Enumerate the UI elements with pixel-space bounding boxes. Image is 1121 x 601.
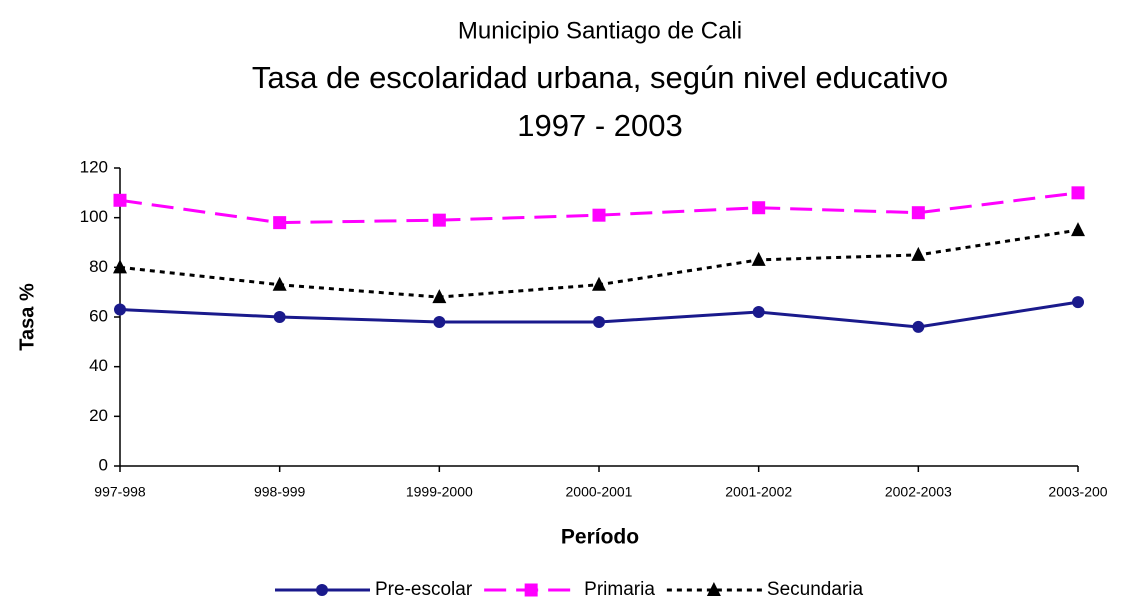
data-point	[752, 201, 766, 215]
data-point	[593, 315, 605, 328]
x-tick-label: 997-998	[94, 484, 146, 500]
data-point	[113, 193, 127, 207]
chart-title: Tasa de escolaridad urbana, según nivel …	[252, 60, 948, 95]
data-point	[272, 276, 287, 291]
legend-marker	[316, 584, 328, 596]
chart-period: 1997 - 2003	[517, 108, 682, 143]
x-tick-label: 998-999	[254, 484, 306, 500]
data-point	[114, 303, 126, 316]
legend-label: Secundaria	[767, 579, 864, 600]
data-point	[592, 208, 606, 222]
x-tick-label: 2002-2003	[885, 484, 952, 500]
legend-label: Pre-escolar	[375, 579, 473, 600]
legend-label: Primaria	[584, 579, 655, 600]
data-point	[433, 315, 446, 328]
y-tick-label: 100	[80, 207, 108, 226]
y-tick-label: 0	[99, 455, 108, 474]
data-point	[911, 246, 926, 261]
data-point	[1072, 296, 1084, 309]
data-point	[273, 216, 287, 230]
y-tick-label: 40	[89, 356, 108, 375]
y-tick-label: 80	[89, 257, 108, 276]
legend-marker	[524, 583, 538, 597]
x-tick-label: 2003-200	[1048, 484, 1107, 500]
x-tick-label: 1999-2000	[406, 484, 473, 500]
chart-subtitle: Municipio Santiago de Cali	[458, 17, 742, 44]
legend-marker	[706, 582, 721, 596]
data-point	[911, 206, 925, 220]
y-tick-label: 20	[89, 406, 108, 425]
x-tick-label: 2000-2001	[566, 484, 633, 500]
y-tick-label: 60	[89, 306, 108, 325]
data-point	[273, 311, 286, 323]
data-point	[912, 320, 925, 333]
data-point	[432, 213, 446, 227]
x-axis-label: Período	[561, 526, 639, 549]
y-tick-label: 120	[80, 157, 108, 176]
x-tick-label: 2001-2002	[725, 484, 792, 500]
data-point	[1071, 186, 1085, 200]
y-axis-label: Tasa %	[16, 283, 38, 351]
data-point	[113, 259, 127, 274]
data-point	[751, 251, 766, 266]
data-point	[1071, 222, 1085, 237]
data-point	[752, 306, 765, 319]
data-point	[592, 276, 606, 291]
data-point	[432, 289, 447, 304]
